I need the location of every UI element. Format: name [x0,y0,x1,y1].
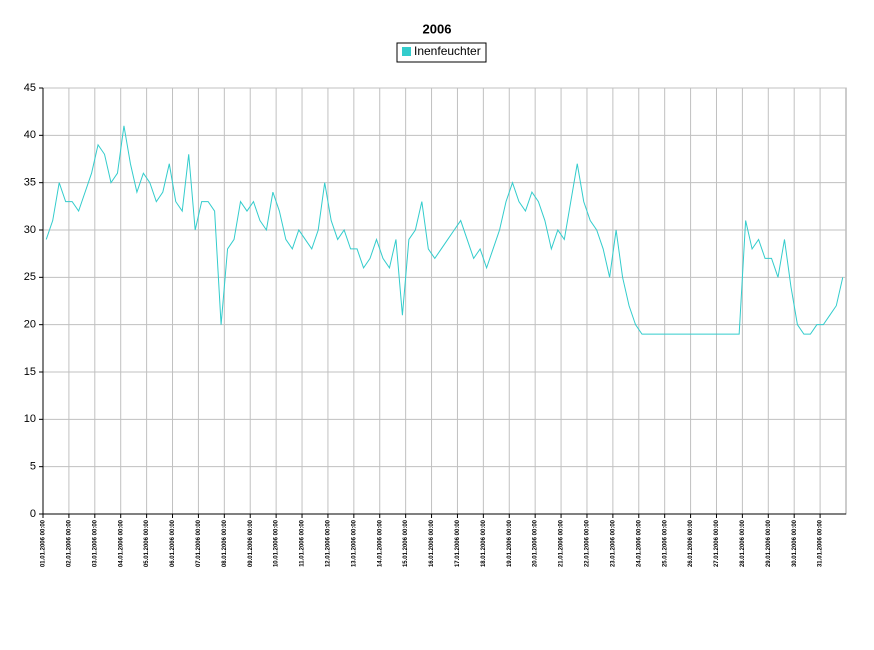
x-tick-label: 18.01.2006 00:00 [481,519,487,567]
x-tick-label: 07.01.2006 00:00 [196,519,202,567]
legend-swatch [402,47,411,56]
x-tick-label: 15.01.2006 00:00 [403,519,409,567]
x-tick-label: 11.01.2006 00:00 [300,519,306,566]
chart-title: 2006 [423,21,452,36]
x-tick-label: 12.01.2006 00:00 [326,519,332,567]
x-tick-label: 08.01.2006 00:00 [222,519,228,567]
x-tick-label: 20.01.2006 00:00 [533,519,539,567]
x-tick-label: 16.01.2006 00:00 [429,519,435,567]
x-tick-label: 14.01.2006 00:00 [377,519,383,567]
x-tick-label: 26.01.2006 00:00 [688,519,694,567]
y-tick-label: 15 [24,366,36,378]
x-tick-label: 27.01.2006 00:00 [714,519,720,567]
legend-label: Inenfeuchter [414,44,481,58]
x-tick-label: 19.01.2006 00:00 [507,519,513,567]
x-tick-label: 02.01.2006 00:00 [66,519,72,567]
x-tick-label: 09.01.2006 00:00 [248,519,254,567]
y-tick-label: 0 [30,508,36,520]
y-tick-label: 30 [24,224,36,236]
y-tick-label: 40 [24,129,36,141]
x-tick-label: 06.01.2006 00:00 [170,519,176,567]
x-tick-label: 13.01.2006 00:00 [351,519,357,567]
x-tick-label: 17.01.2006 00:00 [455,519,461,567]
x-tick-label: 31.01.2006 00:00 [818,519,824,567]
x-tick-label: 21.01.2006 00:00 [559,519,565,567]
y-tick-label: 35 [24,177,36,189]
y-tick-label: 45 [24,82,36,94]
y-tick-label: 25 [24,271,36,283]
x-tick-label: 24.01.2006 00:00 [636,519,642,567]
y-tick-label: 20 [24,319,36,331]
y-tick-label: 10 [24,413,36,425]
x-tick-label: 04.01.2006 00:00 [118,519,124,567]
x-tick-label: 01.01.2006 00:00 [41,519,47,567]
x-tick-label: 29.01.2006 00:00 [766,519,772,567]
x-tick-label: 03.01.2006 00:00 [92,519,98,567]
y-tick-label: 5 [30,461,36,473]
x-tick-label: 28.01.2006 00:00 [740,519,746,567]
x-tick-label: 10.01.2006 00:00 [274,519,280,567]
legend-box [396,42,487,63]
x-tick-label: 05.01.2006 00:00 [144,519,150,567]
x-tick-label: 25.01.2006 00:00 [662,519,668,567]
plot-area [42,87,847,515]
x-tick-label: 22.01.2006 00:00 [585,519,591,567]
data-line [45,125,844,335]
x-tick-label: 30.01.2006 00:00 [792,519,798,567]
x-tick-label: 23.01.2006 00:00 [610,519,616,567]
